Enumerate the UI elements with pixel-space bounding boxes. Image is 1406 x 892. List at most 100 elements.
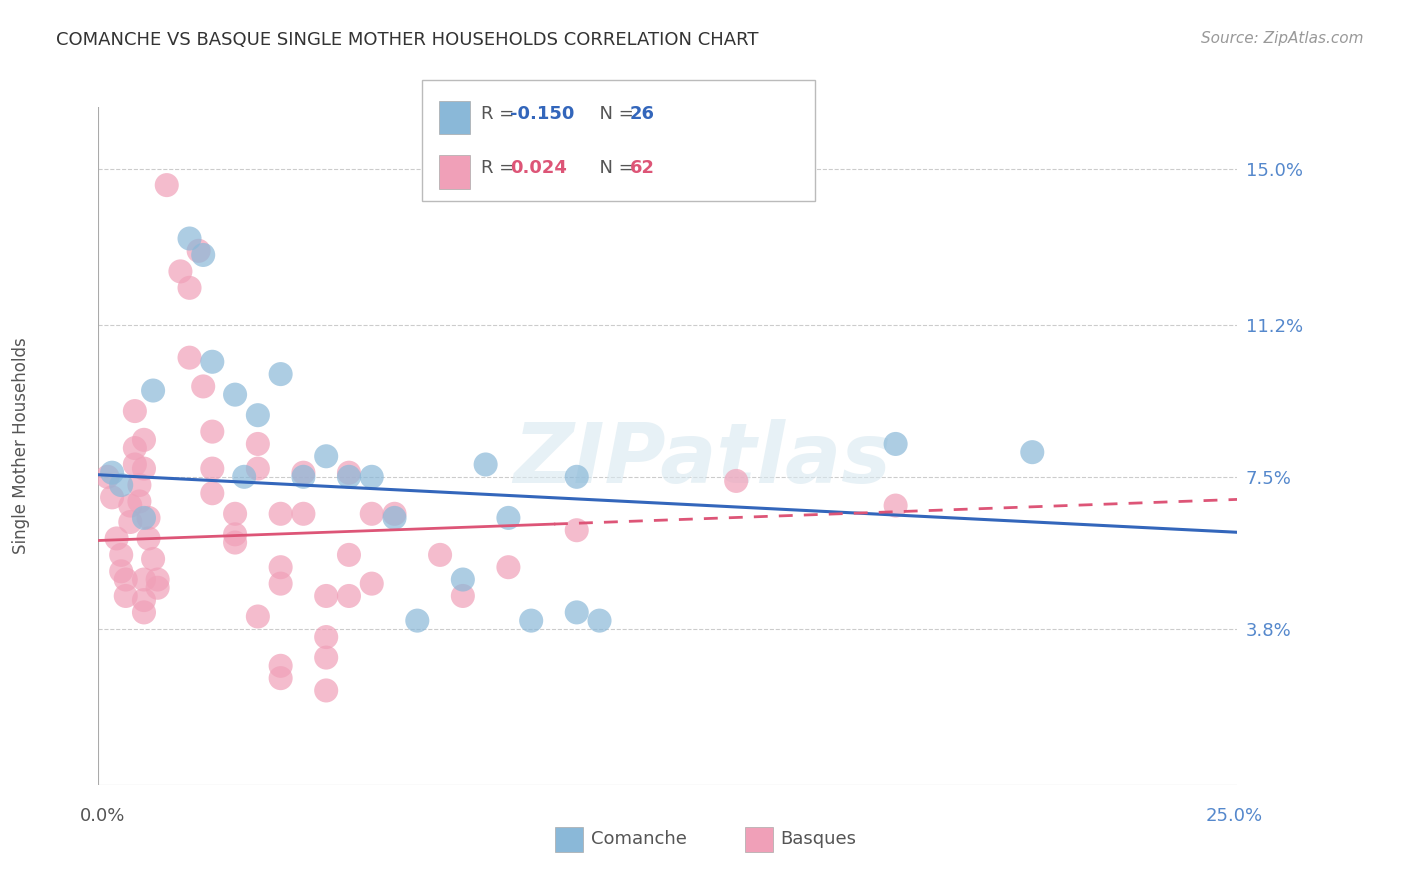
- Point: [101, 466, 124, 480]
- Point: [565, 523, 588, 537]
- Point: [110, 548, 132, 562]
- Point: [124, 458, 146, 472]
- Point: [138, 511, 160, 525]
- Point: [360, 576, 382, 591]
- Point: [520, 614, 543, 628]
- Point: [105, 532, 128, 546]
- Text: R =: R =: [481, 159, 520, 178]
- Point: [270, 507, 292, 521]
- Point: [292, 470, 315, 484]
- Point: [114, 589, 136, 603]
- Point: [246, 437, 269, 451]
- Text: Comanche: Comanche: [591, 830, 686, 848]
- Point: [120, 515, 142, 529]
- Point: [201, 486, 224, 500]
- Point: [270, 367, 292, 381]
- Point: [110, 564, 132, 578]
- Point: [451, 589, 474, 603]
- Point: [110, 478, 132, 492]
- Text: ZIPatlas: ZIPatlas: [513, 419, 891, 500]
- Point: [1021, 445, 1043, 459]
- Point: [233, 470, 256, 484]
- Point: [246, 408, 269, 422]
- Text: 62: 62: [630, 159, 655, 178]
- Point: [270, 576, 292, 591]
- Point: [224, 387, 246, 401]
- Point: [270, 658, 292, 673]
- Point: [384, 507, 406, 521]
- Point: [138, 532, 160, 546]
- Point: [498, 511, 520, 525]
- Text: 25.0%: 25.0%: [1206, 807, 1263, 825]
- Point: [337, 589, 360, 603]
- Point: [156, 178, 179, 193]
- Text: 26: 26: [630, 105, 655, 123]
- Point: [429, 548, 451, 562]
- Point: [292, 507, 315, 521]
- Point: [132, 593, 155, 607]
- Point: [132, 573, 155, 587]
- Point: [360, 470, 382, 484]
- Point: [884, 437, 907, 451]
- Point: [124, 441, 146, 455]
- Point: [128, 478, 150, 492]
- Text: R =: R =: [481, 105, 520, 123]
- Point: [201, 355, 224, 369]
- Text: Basques: Basques: [780, 830, 856, 848]
- Point: [884, 499, 907, 513]
- Point: [315, 630, 337, 644]
- Text: N =: N =: [588, 105, 640, 123]
- Text: Source: ZipAtlas.com: Source: ZipAtlas.com: [1201, 31, 1364, 46]
- Point: [224, 535, 246, 549]
- Point: [315, 589, 337, 603]
- Point: [132, 511, 155, 525]
- Point: [315, 683, 337, 698]
- Point: [406, 614, 429, 628]
- Point: [451, 573, 474, 587]
- Point: [142, 384, 165, 398]
- Point: [224, 527, 246, 541]
- Text: N =: N =: [588, 159, 640, 178]
- Point: [142, 552, 165, 566]
- Point: [498, 560, 520, 574]
- Point: [146, 573, 169, 587]
- Point: [114, 573, 136, 587]
- Point: [292, 466, 315, 480]
- Point: [315, 450, 337, 464]
- Point: [337, 470, 360, 484]
- Point: [179, 351, 201, 365]
- Point: [193, 379, 215, 393]
- Point: [132, 606, 155, 620]
- Point: [270, 560, 292, 574]
- Point: [588, 614, 610, 628]
- Point: [179, 231, 201, 245]
- Point: [132, 433, 155, 447]
- Point: [201, 425, 224, 439]
- Point: [146, 581, 169, 595]
- Point: [384, 511, 406, 525]
- Point: [132, 461, 155, 475]
- Point: [337, 548, 360, 562]
- Text: -0.150: -0.150: [510, 105, 575, 123]
- Point: [128, 494, 150, 508]
- Point: [224, 507, 246, 521]
- Point: [96, 470, 118, 484]
- Point: [565, 606, 588, 620]
- Point: [725, 474, 748, 488]
- Point: [187, 244, 209, 258]
- Point: [193, 248, 215, 262]
- Text: 0.0%: 0.0%: [80, 807, 125, 825]
- Point: [120, 499, 142, 513]
- Point: [337, 466, 360, 480]
- Point: [179, 281, 201, 295]
- Text: Single Mother Households: Single Mother Households: [13, 338, 30, 554]
- Point: [101, 491, 124, 505]
- Point: [360, 507, 382, 521]
- Point: [270, 671, 292, 685]
- Text: 0.024: 0.024: [510, 159, 567, 178]
- Point: [201, 461, 224, 475]
- Point: [169, 264, 191, 278]
- Point: [565, 470, 588, 484]
- Point: [246, 609, 269, 624]
- Point: [474, 458, 496, 472]
